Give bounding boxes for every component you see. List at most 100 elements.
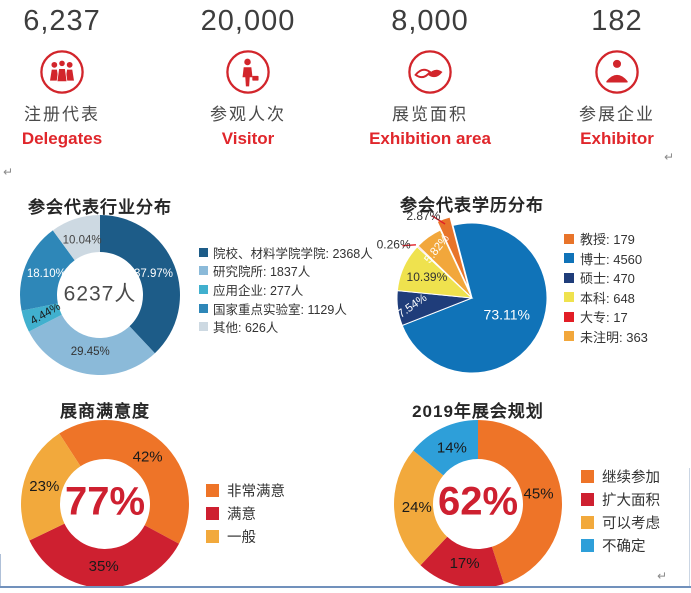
legend-label: 国家重点实验室: 1129人: [213, 302, 347, 317]
legend-swatch: [199, 322, 208, 332]
legend-item: 扩大面积: [581, 488, 660, 511]
chart-center-label: 77%: [65, 480, 145, 524]
stat-label-en: Exhibitor: [580, 129, 654, 148]
chart-title-satisfaction: 展商满意度: [60, 402, 150, 421]
slice-percent-label: 42%: [133, 449, 163, 466]
plan-2019-donut-chart: 45% 17% 24% 14% 62%: [394, 420, 562, 588]
legend-education: 教授: 179 博士: 4560 硕士: 470 本科: 648 大专: 17 未注明: …: [564, 229, 648, 346]
legend-swatch: [564, 331, 574, 342]
legend-item: 满意: [206, 502, 285, 525]
chart-slice-其他: [52, 215, 100, 261]
legend-item: 继续参加: [581, 465, 660, 488]
slice-percent-label: 10.39%: [407, 270, 448, 284]
slice-percent-label: 14%: [437, 439, 467, 456]
chart-slice-一般: [21, 433, 81, 541]
legend-swatch: [199, 303, 208, 313]
legend-label: 研究院所: 1837人: [213, 265, 311, 280]
slice-percent-label: 24%: [402, 499, 432, 516]
chart-title-plan2019: 2019年展会规划: [412, 402, 544, 421]
legend-label: 教授: 179: [580, 232, 635, 248]
slice-percent-label: 23%: [29, 478, 59, 495]
paragraph-mark: ↵: [3, 165, 14, 179]
legend-plan2019: 继续参加扩大面积可以考虑不确定: [581, 465, 660, 557]
stat-block-delegates: 6,237 注册代表 Delegates: [0, 0, 124, 151]
chart-slice-教授: [436, 216, 470, 290]
legend-label: 可以考虑: [602, 516, 660, 532]
legend-swatch: [581, 516, 594, 529]
legend-satisfaction: 非常满意满意一般: [206, 479, 285, 548]
legend-item: 其他: 626人: [199, 317, 373, 336]
legend-swatch: [206, 507, 219, 520]
legend-label: 非常满意: [227, 484, 285, 500]
chart-slice-研究院所: [28, 314, 155, 375]
label-leader-line: [402, 244, 417, 247]
stat-block-exhibition-area: 8,000 展览面积 Exhibition area: [368, 0, 492, 151]
slice-percent-label: 17%: [450, 555, 480, 572]
legend-swatch: [581, 539, 594, 552]
education-distribution-pie-chart: 2.87%73.11%7.54%10.39%0.26% 5.82%: [377, 209, 548, 374]
stat-label-en: Delegates: [21, 129, 103, 148]
chart-slice-不确定: [413, 420, 478, 476]
chart-slice-继续参加: [478, 420, 562, 584]
stat-label-en: Exhibition area: [369, 129, 491, 148]
slice-percent-label: 18.10%: [27, 268, 66, 280]
chart-slice-可以考虑: [394, 450, 448, 566]
stat-label-en: Visitor: [221, 129, 275, 148]
stat-value: 6,237: [23, 5, 101, 37]
exhibitor-person-icon: [595, 50, 639, 94]
legend-label: 硕士: 470: [580, 271, 635, 287]
legend-item: 博士: 4560: [564, 249, 648, 269]
legend-label: 博士: 4560: [580, 251, 643, 267]
legend-swatch: [564, 233, 574, 244]
slice-percent-label: 37.97%: [134, 268, 173, 280]
legend-label: 本科: 648: [580, 290, 635, 306]
stat-label-zh: 注册代表: [24, 105, 100, 124]
stat-label-zh: 参观人次: [210, 105, 286, 124]
legend-item: 研究院所: 1837人: [199, 262, 373, 281]
chart-slice-未注明: [417, 229, 473, 299]
stat-value: 182: [591, 5, 643, 37]
slice-percent-label: 73.11%: [484, 306, 530, 322]
legend-label: 扩大面积: [602, 493, 660, 509]
chart-slice-博士: [401, 222, 548, 374]
legend-swatch: [564, 311, 574, 322]
slice-percent-label: 0.26%: [377, 237, 411, 251]
legend-label: 继续参加: [602, 470, 660, 486]
chart-slice-扩大面积: [420, 536, 504, 588]
legend-label: 不确定: [602, 539, 646, 555]
legend-item: 一般: [206, 525, 285, 548]
legend-label: 院校、材料学院学院: 2368人: [213, 246, 373, 261]
chart-slice-国家重点实验室: [20, 230, 75, 311]
legend-swatch: [581, 493, 594, 506]
legend-swatch: [199, 284, 208, 294]
chart-center-label: 62%: [438, 480, 518, 524]
chart-title-education: 参会代表学历分布: [400, 196, 544, 215]
legend-label: 应用企业: 277人: [213, 283, 304, 298]
legend-label: 其他: 626人: [213, 321, 279, 336]
paragraph-mark: ↵: [657, 569, 668, 583]
legend-swatch: [564, 272, 574, 283]
stat-block-visitor: 20,000 参观人次 Visitor: [186, 0, 310, 151]
legend-swatch: [581, 470, 594, 483]
delegates-group-icon: [40, 50, 84, 94]
stat-label-zh: 参展企业: [579, 105, 655, 124]
page-border-right: [689, 468, 690, 586]
slice-percent-label: 35%: [89, 558, 119, 575]
legend-swatch: [564, 253, 574, 264]
chart-slice-非常满意: [59, 420, 189, 544]
legend-item: 本科: 648: [564, 288, 648, 308]
legend-swatch: [564, 292, 574, 303]
chart-slice-应用企业: [21, 303, 62, 332]
chart-slice-满意: [29, 523, 180, 588]
legend-industry: 院校、材料学院学院: 2368人 研究院所: 1837人 应用企业: 277人国家重…: [199, 243, 373, 336]
legend-label: 大专: 17: [580, 310, 628, 326]
chart-center-label: 6237人: [64, 283, 137, 306]
legend-item: 硕士: 470: [564, 268, 648, 288]
legend-item: 应用企业: 277人: [199, 280, 373, 299]
label-leader-line: [431, 215, 446, 225]
visitor-person-icon: [226, 50, 270, 94]
legend-item: 不确定: [581, 534, 660, 557]
stat-block-exhibitor: 182 参展企业 Exhibitor: [555, 0, 679, 151]
legend-label: 满意: [227, 507, 256, 523]
stat-value: 8,000: [391, 5, 469, 37]
